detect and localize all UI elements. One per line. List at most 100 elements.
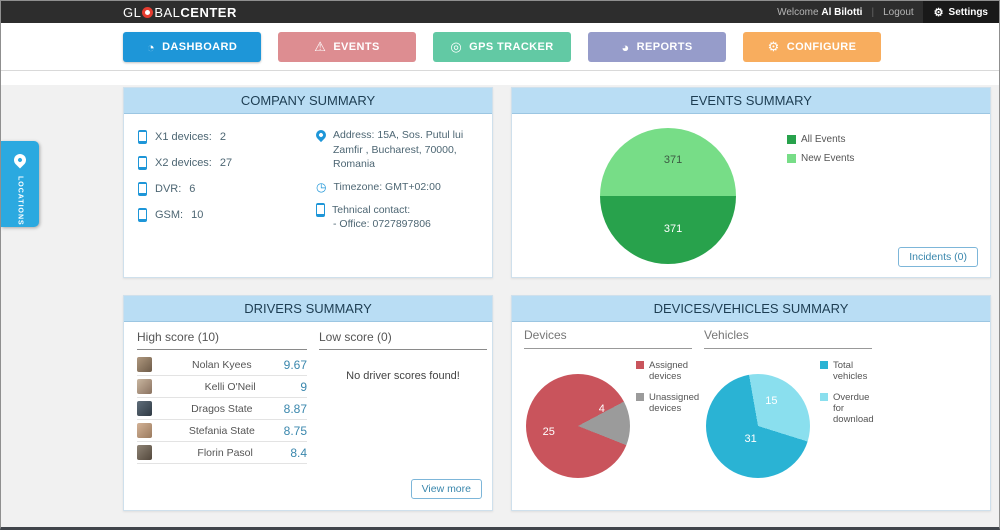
address-text: Address: 15A, Sos. Putul lui Zamfir , Bu… [333, 129, 464, 171]
devices-legend: Assigned devices Unassigned devices [636, 360, 699, 424]
main-nav: ◔ DASHBOARD ⚠ EVENTS ◎ GPS TRACKER ◕ REP… [1, 23, 999, 71]
device-count: 10 [191, 209, 204, 221]
logo-text-bold: CENTER [180, 4, 237, 20]
logo-o-icon [142, 6, 154, 18]
device-count-row: X1 devices: 2 [138, 130, 232, 144]
separator: | [871, 6, 875, 18]
low-score-header: Low score (0) [319, 330, 487, 350]
contact-row: Tehnical contact: - Office: 0727897806 [316, 202, 486, 232]
device-count: 27 [219, 157, 233, 169]
company-summary-panel: COMPANY SUMMARY X1 devices: 2 X2 devices… [123, 87, 493, 278]
driver-row: Dragos State 8.87 [137, 398, 307, 420]
device-icon [138, 130, 147, 144]
driver-row: Nolan Kyees 9.67 [137, 354, 307, 376]
pie-icon: ◕ [621, 39, 630, 55]
app-logo: GL BAL CENTER [123, 1, 237, 23]
events-summary-panel: EVENTS SUMMARY 371 371 All Events New Ev… [511, 87, 991, 278]
legend-item: Total vehicles [820, 360, 876, 382]
driver-row: Stefania State 8.75 [137, 420, 307, 442]
panel-title: EVENTS SUMMARY [512, 88, 990, 114]
drivers-summary-panel: DRIVERS SUMMARY High score (10) Low scor… [123, 295, 493, 511]
gps-pin-icon: ◎ [450, 39, 463, 54]
logout-link[interactable]: Logout [883, 6, 914, 18]
legend-swatch [820, 393, 828, 401]
tab-dashboard[interactable]: ◔ DASHBOARD [123, 32, 261, 62]
legend-swatch [820, 361, 828, 369]
device-count-row: GSM: 10 [138, 208, 232, 222]
panel-title: DRIVERS SUMMARY [124, 296, 492, 322]
driver-avatar [137, 379, 152, 394]
tab-reports[interactable]: ◕ REPORTS [588, 32, 726, 62]
legend-swatch [636, 393, 644, 401]
tab-gps-tracker[interactable]: ◎ GPS TRACKER [433, 32, 571, 62]
tab-events[interactable]: ⚠ EVENTS [278, 32, 416, 62]
driver-avatar [137, 445, 152, 460]
devices-subheader: Devices [524, 328, 692, 349]
wrench-icon: ⚙ [767, 39, 780, 54]
device-count: 2 [219, 131, 226, 143]
legend-item: All Events [787, 134, 867, 145]
vehicles-subheader: Vehicles [704, 328, 872, 349]
slice-value: 31 [744, 433, 757, 446]
slice-value: 371 [663, 223, 683, 236]
locations-label: LOCATIONS [16, 176, 24, 226]
logo-text: GL [123, 4, 142, 20]
slice-value: 4 [598, 403, 605, 416]
panel-title: DEVICES/VEHICLES SUMMARY [512, 296, 990, 322]
slice-value: 25 [542, 426, 555, 438]
timezone-row: ◷ Timezone: GMT+02:00 [316, 180, 486, 195]
nav-tabs: ◔ DASHBOARD ⚠ EVENTS ◎ GPS TRACKER ◕ REP… [123, 32, 881, 62]
location-pin-icon [11, 151, 29, 169]
vehicles-legend: Total vehicles Overdue for download [820, 360, 876, 435]
driver-avatar [137, 357, 152, 372]
driver-avatar [137, 423, 152, 438]
incidents-button[interactable]: Incidents (0) [898, 247, 978, 267]
clock-icon: ◷ [316, 180, 327, 195]
locations-side-tab[interactable]: LOCATIONS [1, 141, 39, 227]
device-icon [138, 208, 147, 222]
vehicles-pie-chart: 15 31 [706, 374, 810, 478]
devices-vehicles-summary-panel: DEVICES/VEHICLES SUMMARY Devices Vehicle… [511, 295, 991, 511]
legend-item: Assigned devices [636, 360, 696, 382]
legend-swatch [787, 135, 796, 144]
contact-text: Tehnical contact: - Office: 0727897806 [332, 203, 431, 231]
dashboard-icon: ◔ [146, 39, 156, 55]
legend-item: New Events [787, 153, 867, 164]
device-icon [138, 156, 147, 170]
high-score-list: Nolan Kyees 9.67 Kelli O'Neil 9 Dragos S… [137, 354, 307, 464]
gear-icon: ⚙ [933, 6, 944, 19]
driver-avatar [137, 401, 152, 416]
devices-pie-chart: 4 25 [526, 374, 630, 478]
slice-value: 371 [663, 153, 683, 166]
topbar-right: Welcome Al Bilotti | Logout ⚙ Settings [777, 1, 999, 23]
username: Al Bilotti [821, 6, 863, 18]
legend-item: Overdue for download [820, 392, 876, 425]
welcome-text: Welcome Al Bilotti [777, 6, 863, 18]
driver-row: Kelli O'Neil 9 [137, 376, 307, 398]
settings-button[interactable]: ⚙ Settings [922, 1, 999, 23]
contact-phone-icon [316, 202, 325, 217]
driver-row: Florin Pasol 8.4 [137, 442, 307, 464]
legend-swatch [787, 154, 796, 163]
events-legend: All Events New Events [787, 134, 867, 172]
view-more-button[interactable]: View more [410, 479, 482, 499]
device-count-row: DVR: 6 [138, 182, 232, 196]
no-scores-message: No driver scores found! [346, 370, 460, 382]
events-pie-chart: 371 371 [600, 128, 736, 264]
timezone-text: Timezone: GMT+02:00 [333, 181, 441, 194]
panel-title: COMPANY SUMMARY [124, 88, 492, 114]
device-count-row: X2 devices: 27 [138, 156, 232, 170]
high-score-header: High score (10) [137, 330, 307, 350]
topbar: GL BAL CENTER Welcome Al Bilotti | Logou… [1, 1, 999, 23]
legend-item: Unassigned devices [636, 392, 699, 414]
warning-icon: ⚠ [314, 39, 327, 54]
company-info: Address: 15A, Sos. Putul lui Zamfir , Bu… [313, 127, 486, 240]
address-pin-icon [313, 127, 329, 143]
device-count: 6 [189, 183, 196, 195]
slice-value: 15 [765, 394, 778, 407]
logo-text: BAL [154, 4, 181, 20]
tab-configure[interactable]: ⚙ CONFIGURE [743, 32, 881, 62]
address-row: Address: 15A, Sos. Putul lui Zamfir , Bu… [313, 127, 486, 172]
device-counts: X1 devices: 2 X2 devices: 27 DVR: 6 GSM:… [138, 130, 232, 234]
